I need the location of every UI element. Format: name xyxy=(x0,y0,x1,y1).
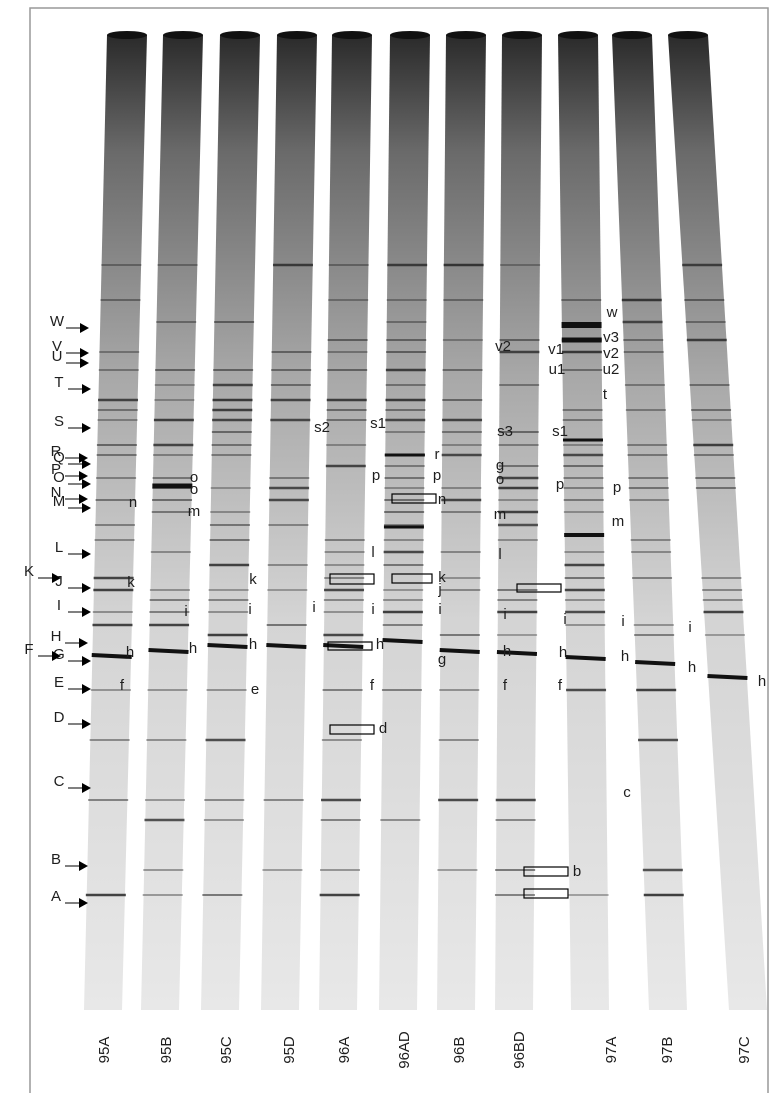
band-label: u2 xyxy=(603,361,620,378)
lane-label: 95D xyxy=(281,1036,298,1064)
band-label: m xyxy=(494,506,507,523)
marker-label: U xyxy=(52,348,63,365)
band-label: g xyxy=(438,651,446,668)
band-label: u1 xyxy=(549,361,566,378)
lane-label: 96AD xyxy=(396,1031,413,1069)
band xyxy=(148,650,188,652)
well xyxy=(107,31,147,39)
band-label: b xyxy=(573,863,581,880)
marker-label: S xyxy=(54,413,64,430)
marker-label: T xyxy=(54,374,63,391)
lane-label: 96B xyxy=(451,1037,468,1064)
well xyxy=(332,31,372,39)
band-label: l xyxy=(371,544,374,561)
lane-label: 96BD xyxy=(511,1031,528,1069)
marker-label: K xyxy=(24,563,34,580)
marker-label: I xyxy=(57,597,61,614)
band-label: i xyxy=(438,601,441,618)
marker-label: L xyxy=(55,539,63,556)
marker-label: E xyxy=(54,674,64,691)
band xyxy=(707,676,747,678)
band xyxy=(383,640,423,642)
band-label: m xyxy=(612,513,625,530)
lane-label: 95B xyxy=(158,1037,175,1064)
band-label: c xyxy=(623,784,631,801)
band xyxy=(566,657,606,659)
band-label: i xyxy=(563,611,566,628)
band-label: h xyxy=(189,640,197,657)
band-label: i xyxy=(503,606,506,623)
band-label: e xyxy=(251,681,259,698)
band-label: h xyxy=(503,643,511,660)
band-label: o xyxy=(496,471,504,488)
band-label: h xyxy=(249,636,257,653)
marker-label: D xyxy=(54,709,65,726)
well xyxy=(446,31,486,39)
band xyxy=(635,662,675,664)
band-label: d xyxy=(379,720,387,737)
well xyxy=(612,31,652,39)
well xyxy=(502,31,542,39)
band-label: p xyxy=(613,479,621,496)
band-label: v3 xyxy=(603,329,619,346)
band-label: h xyxy=(758,673,766,690)
well xyxy=(558,31,598,39)
band-label: s1 xyxy=(370,415,386,432)
band-label: h xyxy=(126,644,134,661)
marker-label: F xyxy=(24,641,33,658)
band-label: i xyxy=(688,619,691,636)
band-label: h xyxy=(559,644,567,661)
band-label: r xyxy=(435,446,440,463)
lane-label: 97A xyxy=(603,1037,620,1064)
marker-label: J xyxy=(55,573,63,590)
band-label: o xyxy=(190,481,198,498)
band-label: v2 xyxy=(495,338,511,355)
band-label: h xyxy=(621,648,629,665)
band-label: i xyxy=(184,603,187,620)
band-label: s1 xyxy=(552,423,568,440)
band-label: i xyxy=(621,613,624,630)
well xyxy=(668,31,708,39)
lane-label: 96A xyxy=(336,1037,353,1064)
well xyxy=(220,31,260,39)
well xyxy=(163,31,203,39)
well xyxy=(277,31,317,39)
marker-label: M xyxy=(53,493,66,510)
band-label: h xyxy=(688,659,696,676)
band-label: s3 xyxy=(497,423,513,440)
band-label: k xyxy=(249,571,257,588)
marker-label: B xyxy=(51,851,61,868)
band-label: p xyxy=(372,467,380,484)
band-label: l xyxy=(498,546,501,563)
band-label: v1 xyxy=(548,341,564,358)
band-label: j xyxy=(437,581,441,598)
gel-image: WVUTSRQPONMLKJIHGFEDCBA95A95B95C95D96A96… xyxy=(0,0,770,1093)
band-label: i xyxy=(248,601,251,618)
marker-label: H xyxy=(51,628,62,645)
band xyxy=(207,645,247,647)
band-label: n xyxy=(129,494,137,511)
band xyxy=(323,645,363,647)
band-label: n xyxy=(438,491,446,508)
band-label: s2 xyxy=(314,419,330,436)
band-label: h xyxy=(376,636,384,653)
band-label: p xyxy=(556,476,564,493)
band-label: i xyxy=(312,599,315,616)
marker-label: W xyxy=(50,313,65,330)
band-label: w xyxy=(606,304,618,321)
band xyxy=(266,645,306,647)
band-label: m xyxy=(188,503,201,520)
well xyxy=(390,31,430,39)
band-label: k xyxy=(127,574,135,591)
lane-label: 95A xyxy=(96,1037,113,1064)
lane-label: 95C xyxy=(218,1036,235,1064)
band-label: i xyxy=(371,601,374,618)
marker-label: A xyxy=(51,888,61,905)
lane-label: 97B xyxy=(659,1037,676,1064)
band-label: p xyxy=(433,467,441,484)
band-label: v2 xyxy=(603,345,619,362)
lane-label: 97C xyxy=(736,1036,753,1064)
marker-label: C xyxy=(54,773,65,790)
